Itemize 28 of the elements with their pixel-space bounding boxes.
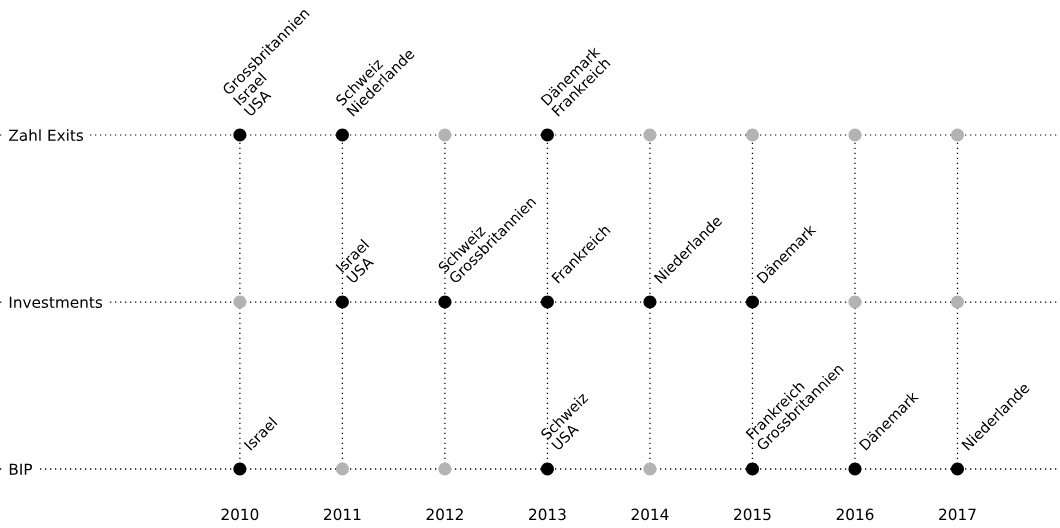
point <box>335 295 349 309</box>
point <box>233 462 247 476</box>
x-tick-label: 2015 <box>734 508 771 521</box>
point <box>540 462 554 476</box>
x-tick-label: 2011 <box>324 508 361 521</box>
point <box>745 295 759 309</box>
point <box>643 128 657 142</box>
x-tick-label: 2013 <box>529 508 566 521</box>
x-tick-label: 2010 <box>221 508 259 521</box>
point <box>540 295 554 309</box>
x-tick-label: 2012 <box>426 508 463 521</box>
x-tick-label: 2014 <box>631 508 669 521</box>
point <box>643 462 657 476</box>
point <box>950 295 964 309</box>
x-tick-label: 2016 <box>836 508 874 521</box>
point <box>950 128 964 142</box>
point <box>438 462 452 476</box>
y-tick-label: Investments <box>9 296 103 309</box>
y-tick-label: BIP <box>9 463 33 475</box>
x-tick-label: 2017 <box>939 508 976 521</box>
point <box>335 128 349 142</box>
point <box>848 128 862 142</box>
point <box>540 128 554 142</box>
point <box>438 128 452 142</box>
point <box>848 295 862 309</box>
y-tick-label: Zahl Exits <box>9 129 84 142</box>
point <box>233 128 247 142</box>
point <box>745 462 759 476</box>
